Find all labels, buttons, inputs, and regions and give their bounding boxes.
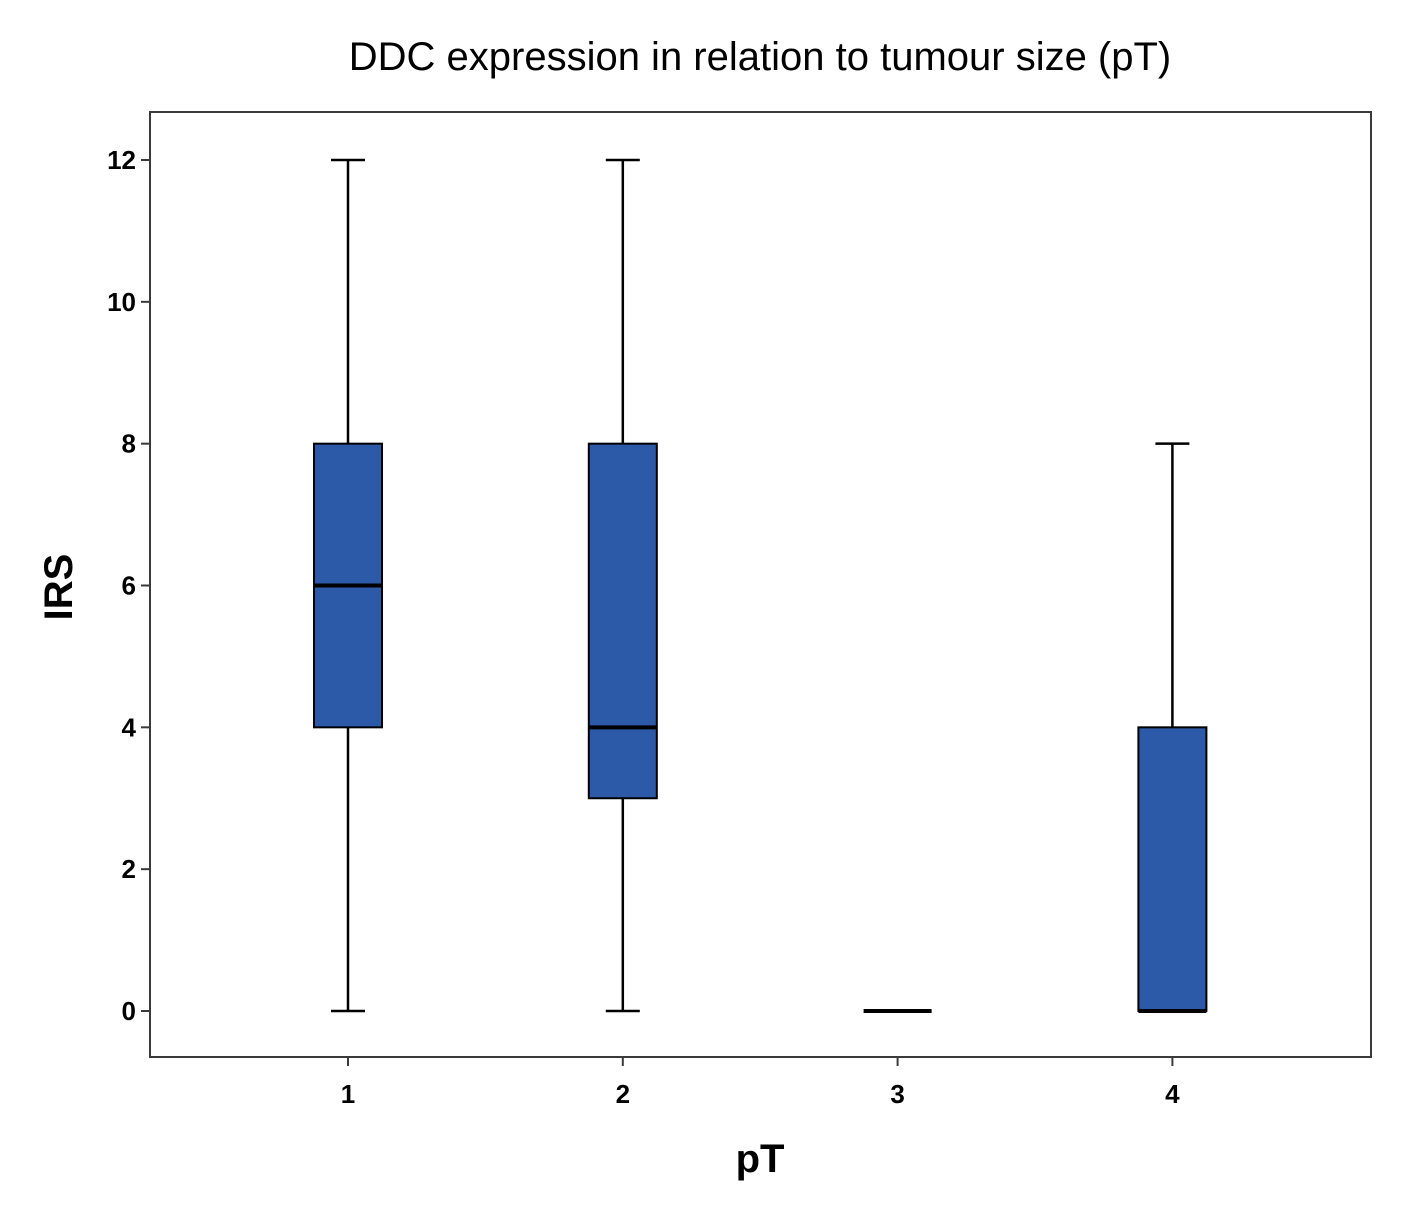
y-tick-label: 2 [122,854,136,884]
box-series [313,158,1208,1013]
y-tick-label: 0 [122,996,136,1026]
y-axis-label: IRS [37,554,81,621]
x-axis: 1 2 3 4 [341,1057,1180,1109]
iqr-box [1137,726,1208,1012]
y-tick-label: 10 [107,287,136,317]
x-tick-label: 1 [341,1079,355,1109]
x-tick-label: 4 [1165,1079,1180,1109]
x-tick-label: 2 [616,1079,630,1109]
y-tick-label: 8 [122,429,136,459]
chart-title: DDC expression in relation to tumour siz… [349,35,1172,79]
y-tick-label: 12 [107,145,136,175]
box-group [1137,442,1208,1013]
y-axis: 0 2 4 6 8 10 12 [107,145,150,1026]
box-group [313,158,383,1013]
box-group [587,158,658,1013]
y-tick-label: 4 [122,712,137,742]
iqr-box [587,442,658,800]
x-tick-label: 3 [890,1079,904,1109]
x-axis-label: pT [736,1137,785,1181]
y-tick-label: 6 [122,571,136,601]
